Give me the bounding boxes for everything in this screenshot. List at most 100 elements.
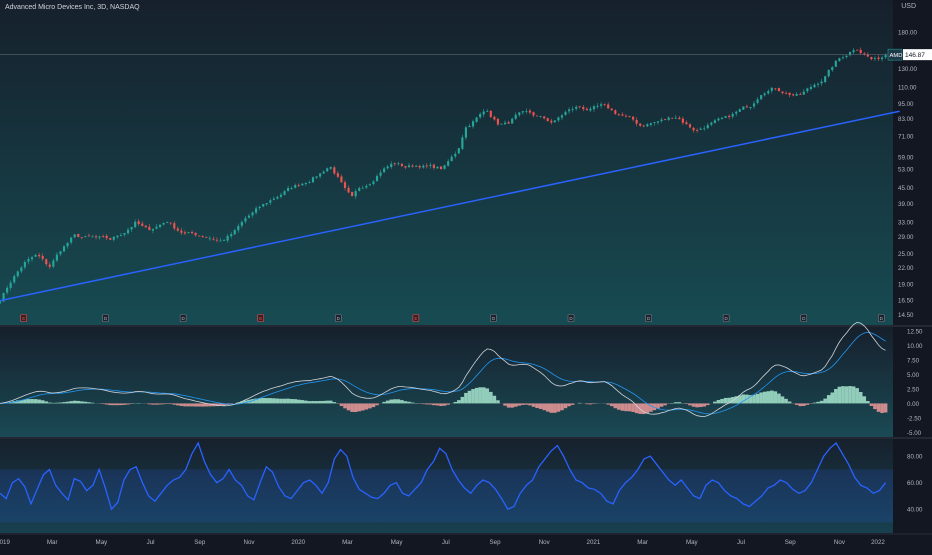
candle-body: [344, 182, 346, 188]
macd-histogram-bar: [695, 403, 699, 407]
macd-histogram-bar: [830, 393, 834, 404]
macd-histogram-bar: [347, 403, 351, 410]
candle-body: [564, 112, 566, 115]
macd-histogram-bar: [720, 399, 724, 403]
candle-body: [351, 192, 353, 196]
macd-histogram-bar: [354, 403, 358, 412]
macd-histogram-bar: [557, 403, 561, 411]
candle-body: [241, 222, 243, 226]
candle-body: [67, 243, 69, 246]
macd-histogram-bar: [162, 403, 166, 404]
candle-body: [365, 186, 367, 188]
macd-histogram-bar: [101, 403, 105, 404]
candle-body: [540, 116, 542, 117]
macd-histogram-bar: [578, 403, 582, 404]
candle-body: [707, 125, 709, 128]
candle-body: [607, 104, 609, 108]
macd-histogram-bar: [820, 401, 824, 404]
candle-body: [81, 237, 83, 238]
macd-histogram-bar: [550, 403, 554, 412]
candle-body: [27, 259, 29, 261]
candle-body: [646, 124, 648, 126]
candle-body: [586, 109, 588, 110]
candle-body: [493, 117, 495, 120]
candle-body: [860, 50, 862, 53]
candle-body: [358, 188, 360, 191]
candle-body: [810, 87, 812, 89]
macd-histogram-bar: [781, 396, 785, 403]
candle-body: [177, 228, 179, 230]
candle-body: [735, 112, 737, 114]
candle-body: [657, 121, 659, 122]
price-axis-tick: 22.00: [898, 265, 914, 272]
candle-body: [831, 67, 833, 70]
macd-histogram-bar: [873, 403, 877, 409]
candle-body: [842, 57, 844, 58]
candle-body: [91, 237, 93, 238]
macd-axis-tick: 5.00: [907, 372, 920, 379]
macd-histogram-bar: [197, 403, 201, 406]
macd-axis-tick: 7.50: [907, 358, 920, 365]
macd-histogram-bar: [464, 393, 468, 404]
macd-histogram-bar: [468, 391, 472, 404]
candle-body: [13, 276, 15, 282]
candle-body: [362, 188, 364, 189]
macd-histogram-bar: [123, 403, 127, 404]
candle-body: [710, 123, 712, 125]
macd-histogram-bar: [756, 394, 760, 404]
candle-body: [219, 241, 221, 242]
macd-histogram-bar: [877, 403, 881, 411]
candle-body: [184, 232, 186, 233]
macd-histogram-bar: [272, 398, 276, 403]
candle-body: [874, 58, 876, 59]
macd-histogram-bar: [201, 403, 205, 406]
candle-body: [479, 114, 481, 117]
candle-body: [476, 118, 478, 122]
candle-body: [426, 166, 428, 167]
time-axis-tick: 2022: [871, 539, 885, 546]
candle-body: [159, 225, 161, 227]
macd-histogram-bar: [116, 403, 120, 405]
candle-body: [465, 127, 467, 137]
price-pane-background: [0, 0, 893, 325]
price-axis-tick: 110.00: [898, 85, 917, 92]
macd-axis-tick: 0.00: [907, 401, 920, 408]
candle-body: [305, 183, 307, 184]
macd-histogram-bar: [69, 401, 73, 403]
macd-histogram-bar: [386, 401, 390, 404]
macd-histogram-bar: [503, 403, 507, 405]
time-axis-tick: Mar: [342, 539, 353, 546]
candle-body: [141, 224, 143, 226]
macd-histogram-bar: [318, 401, 322, 403]
macd-histogram-bar: [845, 386, 849, 403]
macd-histogram-bar: [855, 388, 859, 403]
candle-body: [49, 265, 51, 267]
macd-histogram-bar: [180, 403, 184, 406]
candle-body: [504, 123, 506, 124]
candle-body: [266, 203, 268, 204]
candle-body: [17, 271, 19, 276]
candle-body: [486, 111, 488, 112]
candle-body: [134, 222, 136, 227]
candle-body: [269, 200, 271, 202]
macd-histogram-bar: [823, 399, 827, 404]
macd-histogram-bar: [507, 403, 511, 407]
macd-histogram-bar: [393, 399, 397, 403]
macd-histogram-bar: [763, 392, 767, 404]
candle-body: [821, 81, 823, 83]
macd-histogram-bar: [617, 403, 621, 409]
candle-body: [532, 112, 534, 115]
event-marker-label: E: [414, 316, 417, 321]
candle-body: [340, 176, 342, 182]
macd-histogram-bar: [350, 403, 354, 412]
candle-body: [166, 222, 168, 223]
candle-body: [472, 121, 474, 126]
candle-body: [155, 227, 157, 229]
candle-body: [767, 91, 769, 93]
macd-histogram-bar: [752, 395, 756, 404]
candle-body: [369, 184, 371, 185]
candle-body: [817, 84, 819, 85]
candle-body: [255, 208, 257, 212]
macd-histogram-bar: [631, 403, 635, 412]
